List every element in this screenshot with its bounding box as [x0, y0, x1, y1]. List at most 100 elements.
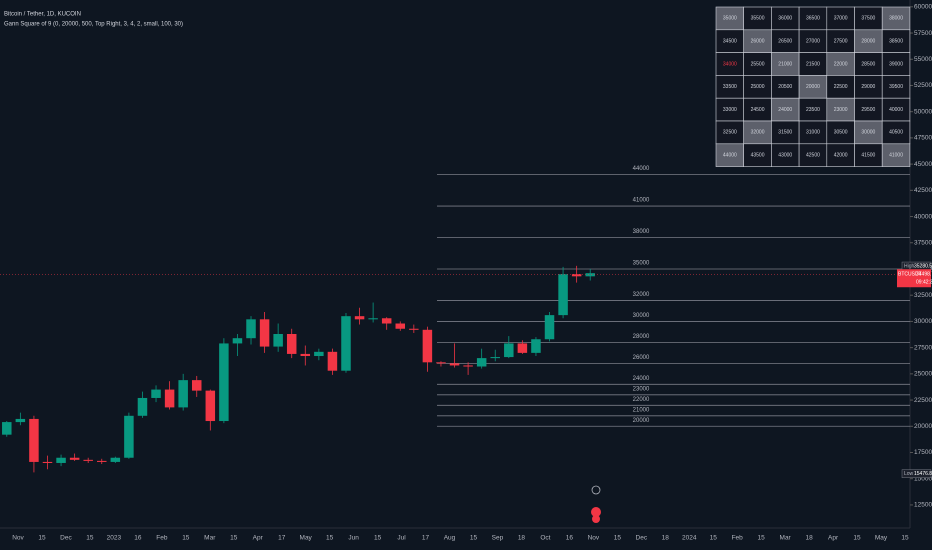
table-cell-text: 39500: [889, 84, 903, 90]
x-tick-label: Mar: [204, 535, 216, 542]
x-tick-label: 15: [901, 535, 909, 542]
candle-body: [354, 316, 365, 320]
x-tick-label: 15: [230, 535, 238, 542]
table-cell-text: 27000: [806, 39, 820, 45]
high-value: 35280.5: [914, 263, 932, 269]
x-tick-label: 16: [134, 535, 142, 542]
x-tick-label: 17: [278, 535, 286, 542]
candle-body: [56, 457, 66, 463]
x-tick-label: 18: [805, 535, 813, 542]
table-cell-text: 21500: [806, 61, 820, 67]
table-cell-text: 33500: [723, 84, 737, 90]
gann-table: 35000 35500 36000 36500 37000 37500 38000 34500…: [715, 6, 911, 167]
candle-body: [273, 333, 283, 347]
candle-body: [232, 338, 243, 344]
x-tick-label: 15: [182, 535, 190, 542]
gann-level-label: 24000: [633, 376, 650, 382]
candle-body: [381, 318, 392, 324]
table-cell-text: 43500: [751, 153, 765, 159]
table-cell-text: 30500: [834, 130, 848, 136]
candle-body: [504, 343, 514, 358]
candle-body: [246, 319, 256, 339]
table-cell-text: 33000: [723, 107, 737, 113]
gann-level-label: 35000: [633, 261, 650, 267]
candle-body: [517, 343, 528, 353]
y-tick-label: 55000.0: [914, 56, 932, 63]
last-symbol: BTCUSDT: [898, 272, 922, 278]
x-tick-label: Apr: [828, 535, 839, 542]
gann-level-label: 21000: [633, 407, 650, 413]
candle-body: [341, 316, 351, 371]
candle-body: [436, 362, 446, 364]
candle-body: [69, 457, 80, 460]
gann-level-label: 28000: [633, 334, 650, 340]
candle-body: [178, 380, 188, 408]
table-cell-text: 26000: [751, 39, 765, 45]
table-cell-text: 35000: [723, 16, 737, 22]
x-tick-label: Mar: [780, 535, 792, 542]
x-tick-label: Jun: [348, 535, 359, 542]
table-cell-text: 41500: [861, 153, 875, 159]
table-cell-text: 34500: [723, 39, 737, 45]
gann-level-label: 20000: [633, 418, 650, 424]
indicator-title: Gann Square of 9 (0, 20000, 500, Top Rig…: [4, 22, 183, 28]
x-tick-label: 16: [566, 535, 574, 542]
gann-level-label: 38000: [633, 229, 650, 235]
x-tick-label: 2023: [107, 535, 122, 542]
table-cell-text: 23000: [834, 107, 848, 113]
candle-body: [368, 318, 378, 320]
y-tick-label: 20000.0: [914, 423, 932, 430]
x-tick-label: 15: [38, 535, 46, 542]
y-tick-label: 27500.0: [914, 344, 932, 351]
candle-body: [15, 418, 26, 423]
table-cell-text: 40500: [889, 130, 903, 136]
gann-level-label: 23000: [633, 386, 650, 392]
last-price-box: [897, 269, 931, 288]
candle-body: [531, 339, 541, 353]
candle-body: [286, 333, 297, 354]
table-cell-text: 43000: [778, 153, 792, 159]
candle-body: [300, 353, 311, 357]
table-cell-text: 20500: [778, 84, 792, 90]
candle-body: [422, 329, 433, 363]
x-tick-label: 15: [614, 535, 622, 542]
x-tick-label: Apr: [253, 535, 264, 542]
candle-body: [29, 418, 39, 462]
candle-body: [97, 460, 107, 462]
x-tick-label: Feb: [156, 535, 168, 542]
gann-level-label: 44000: [633, 166, 650, 172]
table-cell-text: 34000: [723, 61, 737, 67]
countdown: 09:42:32: [916, 280, 932, 286]
x-tick-label: Feb: [732, 535, 744, 542]
last-price: 34498.7: [916, 272, 932, 278]
low-marker: [901, 469, 932, 478]
table-cell-text: 28000: [861, 39, 875, 45]
table-cell-text: 42000: [834, 153, 848, 159]
table-cell-text: 39000: [889, 61, 903, 67]
table-cell-text: 42500: [806, 153, 820, 159]
x-tick-label: Nov: [588, 535, 600, 542]
table-cell-text: 37500: [861, 16, 875, 22]
candle-body: [327, 351, 338, 371]
x-tick-label: 15: [710, 535, 718, 542]
table-cell-text: 36000: [778, 16, 792, 22]
x-tick-label: 15: [470, 535, 478, 542]
table-cell-text: 23500: [806, 107, 820, 113]
table-cell-text: 29500: [861, 107, 875, 113]
x-tick-label: 15: [758, 535, 766, 542]
table-cell-text: 29000: [861, 84, 875, 90]
candle-body: [83, 459, 93, 461]
y-tick-label: 25000.0: [914, 371, 932, 378]
y-tick-label: 42500.0: [914, 187, 932, 194]
y-tick-label: 15000.0: [914, 475, 932, 482]
table-cell-text: 24500: [751, 107, 765, 113]
candle-body: [191, 380, 202, 391]
x-tick-label: Nov: [12, 535, 24, 542]
table-cell-text: 37000: [834, 16, 848, 22]
y-tick-label: 30000.0: [914, 318, 932, 325]
y-tick-label: 45000.0: [914, 161, 932, 168]
gann-level-label: 32000: [633, 292, 650, 298]
x-tick-label: 15: [853, 535, 861, 542]
table-cell-text: 27500: [834, 39, 848, 45]
